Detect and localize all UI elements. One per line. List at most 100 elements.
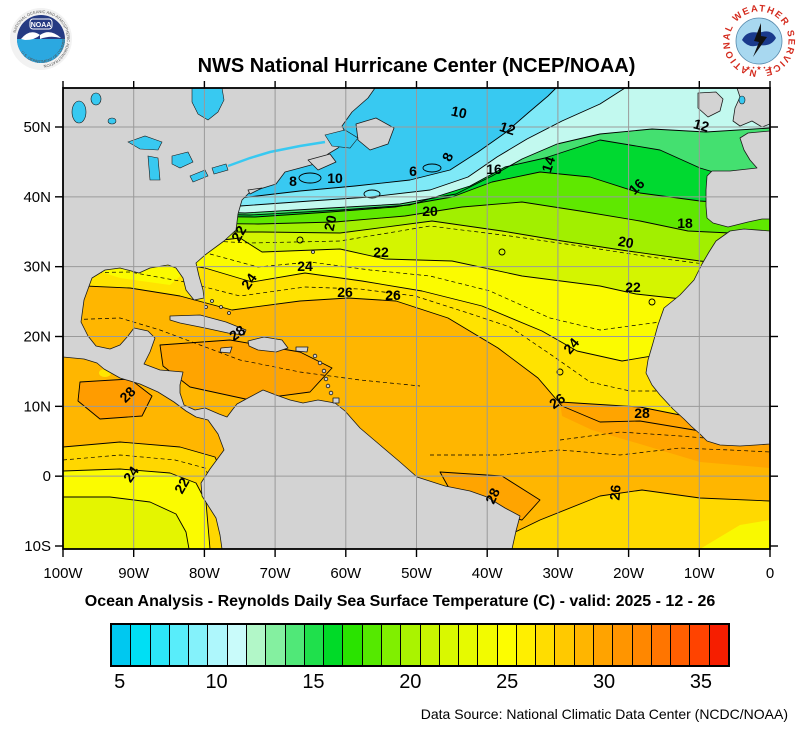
colorbar-tick-label: 30 [592, 671, 616, 693]
irish-sea [738, 95, 746, 105]
colorbar-segment [478, 625, 498, 665]
contour-label: 24 [297, 258, 313, 274]
contour-label: 22 [228, 223, 250, 245]
island-antilles [312, 353, 318, 359]
colorbar-segment [709, 625, 728, 665]
colorbar-segment [516, 625, 537, 665]
island-bahamas [219, 305, 223, 309]
land-africa [645, 228, 770, 447]
noaa-wordmark: NOAA [31, 22, 52, 29]
lake-ontario [211, 163, 229, 175]
contour-label: 10 [327, 170, 343, 186]
sst-patch-caribbean-28 [160, 340, 332, 400]
colorbar-segment [285, 625, 305, 665]
colorbar-segment [594, 625, 614, 665]
island-antilles [323, 376, 329, 382]
colorbar-segment [304, 625, 325, 665]
land-long-island [247, 187, 263, 195]
sst-patch-pacific-chartreuse [63, 497, 189, 549]
x-tick-label: 100W [43, 565, 83, 582]
contour-label: 12 [692, 115, 711, 135]
colorbar-tick-label: 25 [496, 671, 519, 693]
colorbar-segment [671, 625, 691, 665]
sst-band-14-16 [63, 140, 770, 217]
lake-small [107, 117, 117, 125]
island-cuba [169, 314, 247, 336]
colorbar-tick-label: 20 [399, 671, 422, 693]
contour-label: 22 [625, 279, 641, 295]
island-hispaniola [247, 336, 289, 353]
colorbar-tick-label: 35 [689, 671, 713, 693]
data-source: Data Source: National Climatic Data Cent… [420, 706, 788, 722]
land-nova-scotia [307, 153, 337, 171]
land-france-iberia [705, 130, 770, 228]
land-newfoundland [355, 117, 395, 151]
island-puerto-rico [295, 346, 309, 353]
y-tick-label: 20N [23, 329, 51, 346]
page-title: NWS National Hurricane Center (NCEP/NOAA… [197, 55, 636, 77]
map-caption: Ocean Analysis - Reynolds Daily Sea Surf… [84, 593, 716, 610]
lakes [71, 88, 746, 183]
contour-label: 26 [385, 287, 401, 303]
noaa-gull-icon [21, 32, 61, 40]
nws-lightning-icon [753, 23, 767, 57]
colorbar-segment [555, 625, 575, 665]
lake-huron [171, 151, 194, 169]
contour-label: 6 [409, 163, 417, 179]
lake-james-bay [191, 88, 225, 121]
colorbar-segment [574, 625, 595, 665]
colorbar-segment [246, 625, 267, 665]
contour-label: 20 [321, 213, 340, 232]
contour-label: 22 [171, 475, 193, 497]
sst-band-10-12 [63, 88, 770, 213]
lake-nw [90, 92, 102, 106]
colorbar-segment [169, 625, 190, 665]
colorbar-segment [381, 625, 402, 665]
x-tick-label: 80W [189, 565, 221, 582]
colorbar-segment [343, 625, 363, 665]
colorbar: 5 10 15 20 25 30 35 [110, 623, 730, 695]
contour-label: 28 [634, 405, 650, 421]
x-tick-label: 60W [330, 565, 362, 582]
land-americas [63, 88, 521, 549]
gulf-st-lawrence [324, 129, 359, 149]
lake-michigan [147, 155, 161, 181]
island-bahamas [204, 305, 208, 309]
contour-label: 28 [482, 485, 503, 506]
colorbar-segment [497, 625, 517, 665]
colorbar-segment [420, 625, 440, 665]
x-tick-label: 30W [542, 565, 574, 582]
x-tick-label: 70W [260, 565, 292, 582]
y-tick-label: 0 [43, 468, 51, 485]
colorbar-segment [362, 625, 382, 665]
y-tick-label: 50N [23, 119, 51, 136]
colorbar-segment [324, 625, 344, 665]
island-trinidad [332, 397, 340, 404]
nws-stars: ★ • ★ • ★ [745, 65, 772, 72]
colorbar-tick-label: 15 [302, 671, 325, 693]
colorbar-segment [401, 625, 421, 665]
noaa-logo: NATIONAL OCEANIC AND ATMOSPHERIC ADMINIS… [9, 7, 72, 70]
colorbar-gradient [110, 623, 730, 667]
y-tick-label: 40N [23, 189, 51, 206]
contour-label: 10 [450, 103, 469, 122]
colorbar-labels: 5 10 15 20 25 30 35 [110, 667, 730, 693]
colorbar-tick-label: 10 [205, 671, 228, 693]
colorbar-segment [536, 625, 556, 665]
x-tick-label: 10W [684, 565, 716, 582]
sst-band-24-26 [63, 258, 770, 437]
colorbar-segment [131, 625, 151, 665]
contour-label: 20 [617, 233, 635, 251]
x-tick-label: 20W [613, 565, 645, 582]
contour-label: 26 [337, 284, 353, 300]
land-britain [732, 88, 770, 128]
contour-label: 14 [538, 154, 558, 174]
colorbar-segment [208, 625, 228, 665]
sst-band-22-24 [63, 238, 770, 361]
grid-lines [63, 88, 770, 549]
colorbar-segment [227, 625, 247, 665]
x-tick-label: 50W [401, 565, 433, 582]
x-tick-label: 90W [118, 565, 150, 582]
